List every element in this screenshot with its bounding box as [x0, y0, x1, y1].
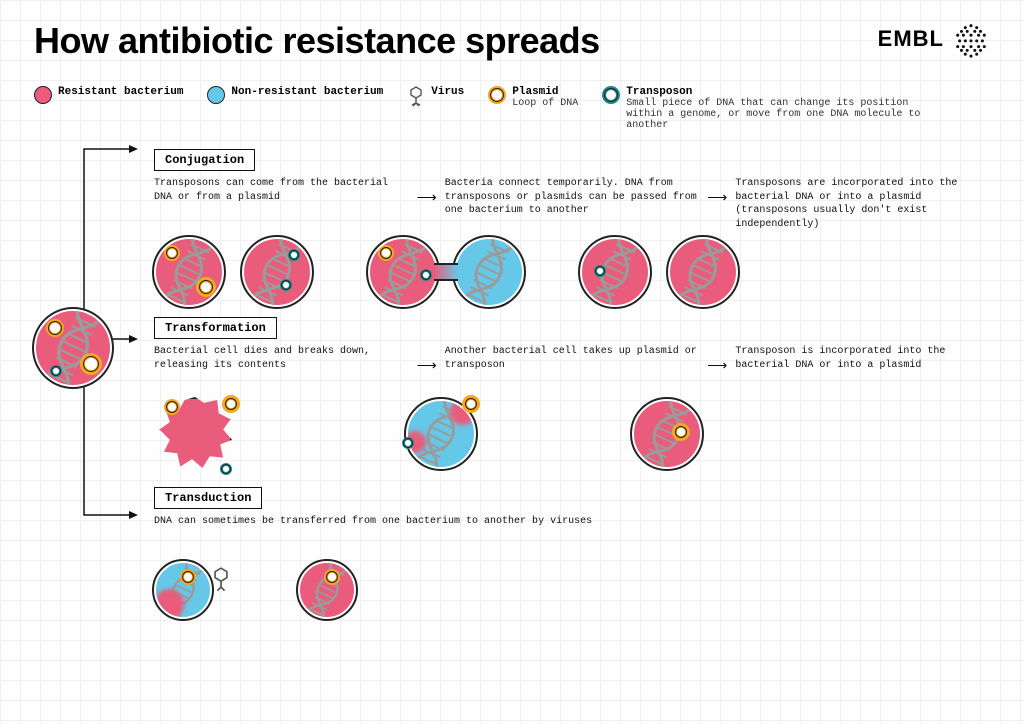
- step: Bacterial cell dies and breaks down, rel…: [154, 345, 409, 385]
- step-text: Transposon is incorporated into the bact…: [735, 345, 990, 385]
- dna-icon: [580, 237, 649, 307]
- legend-label: Non-resistant bacterium: [231, 86, 383, 98]
- plasmid-icon: [196, 277, 216, 297]
- mechanism-label: Conjugation: [154, 149, 255, 171]
- plasmid-swatch-icon: [488, 86, 506, 104]
- bacterium-icon: [298, 561, 356, 619]
- arrow-icon: ⟶: [707, 357, 727, 374]
- dna-icon: [454, 237, 523, 307]
- legend-virus: Virus: [407, 86, 464, 131]
- transposon-icon: [220, 463, 232, 475]
- arrow-icon: ⟶: [417, 189, 437, 206]
- step: Bacteria connect temporarily. DNA from t…: [445, 177, 700, 218]
- step-text: Another bacterial cell takes up plasmid …: [445, 345, 700, 385]
- dna-icon: [242, 237, 311, 307]
- step-text: Transposons can come from the bacterial …: [154, 177, 409, 217]
- bacterium-icon: [368, 237, 438, 307]
- dna-icon: [34, 309, 112, 387]
- transposon-icon: [420, 269, 432, 281]
- legend-transposon: Transposon Small piece of DNA that can c…: [602, 86, 926, 131]
- legend-resistant: Resistant bacterium: [34, 86, 183, 131]
- transposon-icon: [594, 265, 606, 277]
- virus-icon: [210, 567, 232, 593]
- virus-swatch-icon: [407, 86, 425, 111]
- dna-icon: [632, 399, 701, 469]
- step-text: Bacterial cell dies and breaks down, rel…: [154, 345, 409, 385]
- step: Transposon is incorporated into the bact…: [735, 345, 990, 385]
- bacterium-icon: [154, 237, 224, 307]
- plasmid-icon: [378, 245, 394, 261]
- legend-sublabel: Small piece of DNA that can change its p…: [626, 98, 926, 131]
- legend-nonresistant: Non-resistant bacterium: [207, 86, 383, 131]
- plasmid-icon: [672, 423, 690, 441]
- uptake-bacterium-icon: [406, 399, 476, 469]
- bacterium-icon: [668, 237, 738, 307]
- step-text: Transposons are incorporated into the ba…: [735, 177, 990, 231]
- arrow-icon: ⟶: [707, 189, 727, 206]
- illustration-row: [154, 561, 990, 619]
- transposon-icon: [402, 437, 414, 449]
- header: How antibiotic resistance spreads EMBL: [34, 20, 990, 62]
- bacterium-icon: [632, 399, 702, 469]
- conjugation-pair-icon: [368, 237, 524, 307]
- diagram-main: Conjugation Transposons can come from th…: [34, 149, 990, 619]
- transposon-icon: [50, 365, 62, 377]
- resistant-swatch-icon: [34, 86, 52, 104]
- step: Transposons can come from the bacterial …: [154, 177, 409, 217]
- legend-plasmid: Plasmid Loop of DNA: [488, 86, 578, 131]
- legend-label: Transposon: [626, 86, 926, 98]
- legend-label: Virus: [431, 86, 464, 98]
- transposon-swatch-icon: [602, 86, 620, 104]
- legend-label: Resistant bacterium: [58, 86, 183, 98]
- illustration-row: [154, 391, 990, 477]
- embl-logo: EMBL: [878, 20, 990, 58]
- step: Another bacterial cell takes up plasmid …: [445, 345, 700, 385]
- step-text: DNA can sometimes be transferred from on…: [154, 515, 656, 555]
- illustration-row: [154, 237, 990, 307]
- arrow-icon: ⟶: [417, 357, 437, 374]
- plasmid-icon: [46, 319, 64, 337]
- logo-text: EMBL: [878, 26, 944, 52]
- origin-column: [34, 149, 114, 619]
- logo-hex-icon: [952, 20, 990, 58]
- bacterium-icon: [454, 237, 524, 307]
- resistant-blob-icon: [154, 589, 184, 619]
- bacterium-icon: [580, 237, 650, 307]
- origin-bacterium-icon: [34, 309, 112, 387]
- nonresistant-swatch-icon: [207, 86, 225, 104]
- legend-sublabel: Loop of DNA: [512, 98, 578, 109]
- plasmid-icon: [180, 569, 196, 585]
- lysed-bacterium-icon: [154, 391, 240, 477]
- mechanism-rows: Conjugation Transposons can come from th…: [124, 149, 990, 619]
- row-conjugation: Conjugation Transposons can come from th…: [124, 149, 990, 307]
- legend-label: Plasmid: [512, 86, 578, 98]
- plasmid-icon: [222, 395, 240, 413]
- dna-icon: [668, 237, 737, 307]
- step: Transposons are incorporated into the ba…: [735, 177, 990, 231]
- bacterium-icon: [154, 561, 212, 619]
- plasmid-icon: [80, 353, 102, 375]
- row-transduction: Transduction DNA can sometimes be transf…: [124, 487, 990, 619]
- row-transformation: Transformation Bacterial cell dies and b…: [124, 317, 990, 477]
- plasmid-icon: [164, 399, 180, 415]
- transposon-icon: [280, 279, 292, 291]
- infographic-content: How antibiotic resistance spreads EMBL R…: [0, 0, 1024, 639]
- plasmid-icon: [164, 245, 180, 261]
- legend: Resistant bacterium Non-resistant bacter…: [34, 86, 990, 131]
- bacterium-icon: [242, 237, 312, 307]
- plasmid-icon: [462, 395, 480, 413]
- connection-tube-icon: [434, 263, 458, 281]
- step-text: Bacteria connect temporarily. DNA from t…: [445, 177, 700, 218]
- mechanism-label: Transformation: [154, 317, 277, 339]
- transduction-source-icon: [154, 561, 212, 619]
- mechanism-label: Transduction: [154, 487, 262, 509]
- transposon-icon: [288, 249, 300, 261]
- plasmid-icon: [324, 569, 340, 585]
- step: DNA can sometimes be transferred from on…: [154, 515, 656, 555]
- page-title: How antibiotic resistance spreads: [34, 20, 600, 62]
